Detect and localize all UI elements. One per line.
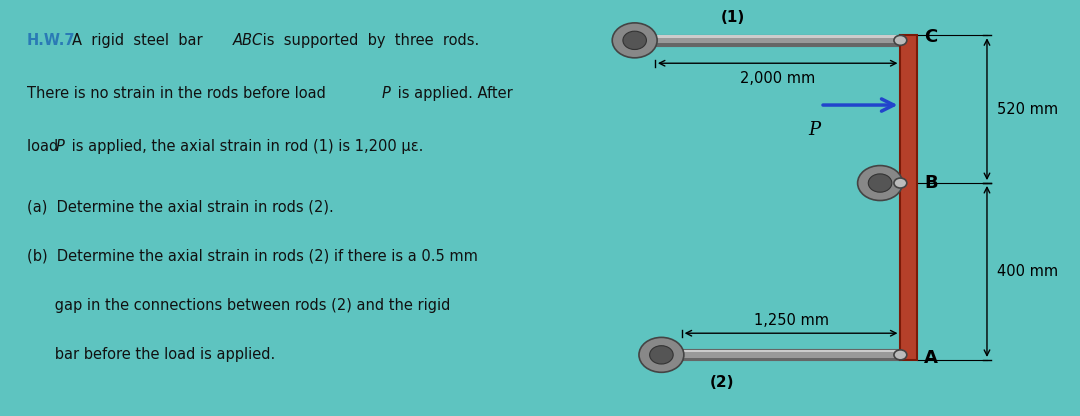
Circle shape [623,31,647,50]
Circle shape [612,23,657,58]
Bar [901,35,918,360]
Bar [545,0,1080,33]
Text: 400 mm: 400 mm [997,264,1057,279]
Text: A: A [923,349,937,367]
Text: B: B [923,174,937,192]
Text: is applied. After: is applied. After [393,86,513,101]
Bar [681,349,901,360]
Text: 1,250 mm: 1,250 mm [754,313,828,328]
Bar [654,35,901,38]
Bar [654,43,901,46]
Circle shape [868,174,892,192]
Text: (b)  Determine the axial strain in rods (2) if there is a 0.5 mm: (b) Determine the axial strain in rods (… [27,249,477,264]
Text: ABC: ABC [232,33,262,48]
Circle shape [894,35,907,45]
Text: There is no strain in the rods before load: There is no strain in the rods before lo… [27,86,330,101]
Circle shape [858,166,903,201]
Bar [654,35,901,46]
Text: P: P [55,139,64,154]
Text: (1): (1) [720,10,744,25]
Text: (a)  Determine the axial strain in rods (2).: (a) Determine the axial strain in rods (… [27,200,334,215]
Circle shape [894,178,907,188]
Text: gap in the connections between rods (2) and the rigid: gap in the connections between rods (2) … [27,298,450,313]
Circle shape [894,350,907,360]
Circle shape [650,346,673,364]
Text: is applied, the axial strain in rod (1) is 1,200 με.: is applied, the axial strain in rod (1) … [67,139,423,154]
Circle shape [639,337,684,372]
Bar [681,358,901,360]
Text: P: P [381,86,390,101]
Text: load: load [27,139,63,154]
Text: H.W.7: H.W.7 [27,33,76,48]
Bar [681,350,901,352]
Text: 2,000 mm: 2,000 mm [740,71,815,86]
Text: C: C [923,28,937,47]
Text: 520 mm: 520 mm [997,102,1057,117]
Text: P: P [809,121,821,139]
Text: A  rigid  steel  bar: A rigid steel bar [72,33,207,48]
Text: is  supported  by  three  rods.: is supported by three rods. [258,33,480,48]
Text: bar before the load is applied.: bar before the load is applied. [27,347,275,362]
Text: (2): (2) [710,375,734,390]
